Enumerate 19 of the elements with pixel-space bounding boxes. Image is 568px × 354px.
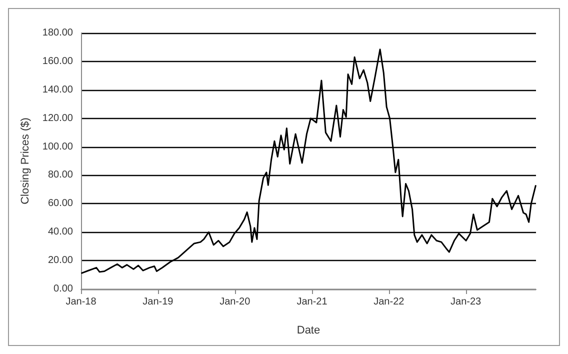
y-tick-label: 160.00 bbox=[42, 56, 74, 67]
y-tick-label: 180.00 bbox=[42, 28, 74, 38]
y-tick-label: 80.00 bbox=[48, 170, 74, 181]
y-tick-label: 140.00 bbox=[42, 84, 74, 96]
x-tick-label: Jan-22 bbox=[374, 296, 405, 308]
y-tick-label: 40.00 bbox=[48, 226, 74, 238]
y-tick-label: 20.00 bbox=[48, 255, 74, 266]
y-tick-label: 120.00 bbox=[42, 112, 74, 124]
x-tick-label: Jan-18 bbox=[66, 296, 97, 308]
x-tick-label: Jan-20 bbox=[220, 296, 251, 308]
y-axis-title: Closing Prices ($) bbox=[20, 118, 32, 204]
x-axis-title: Date bbox=[296, 324, 320, 336]
y-tick-label: 60.00 bbox=[48, 198, 74, 210]
y-tick-label: 0.00 bbox=[54, 284, 74, 294]
x-tick-label: Jan-21 bbox=[296, 296, 328, 308]
x-tick-label: Jan-23 bbox=[450, 296, 482, 308]
x-tick-label: Jan-19 bbox=[142, 296, 174, 308]
y-tick-label: 100.00 bbox=[42, 141, 74, 152]
line-series bbox=[80, 48, 537, 274]
